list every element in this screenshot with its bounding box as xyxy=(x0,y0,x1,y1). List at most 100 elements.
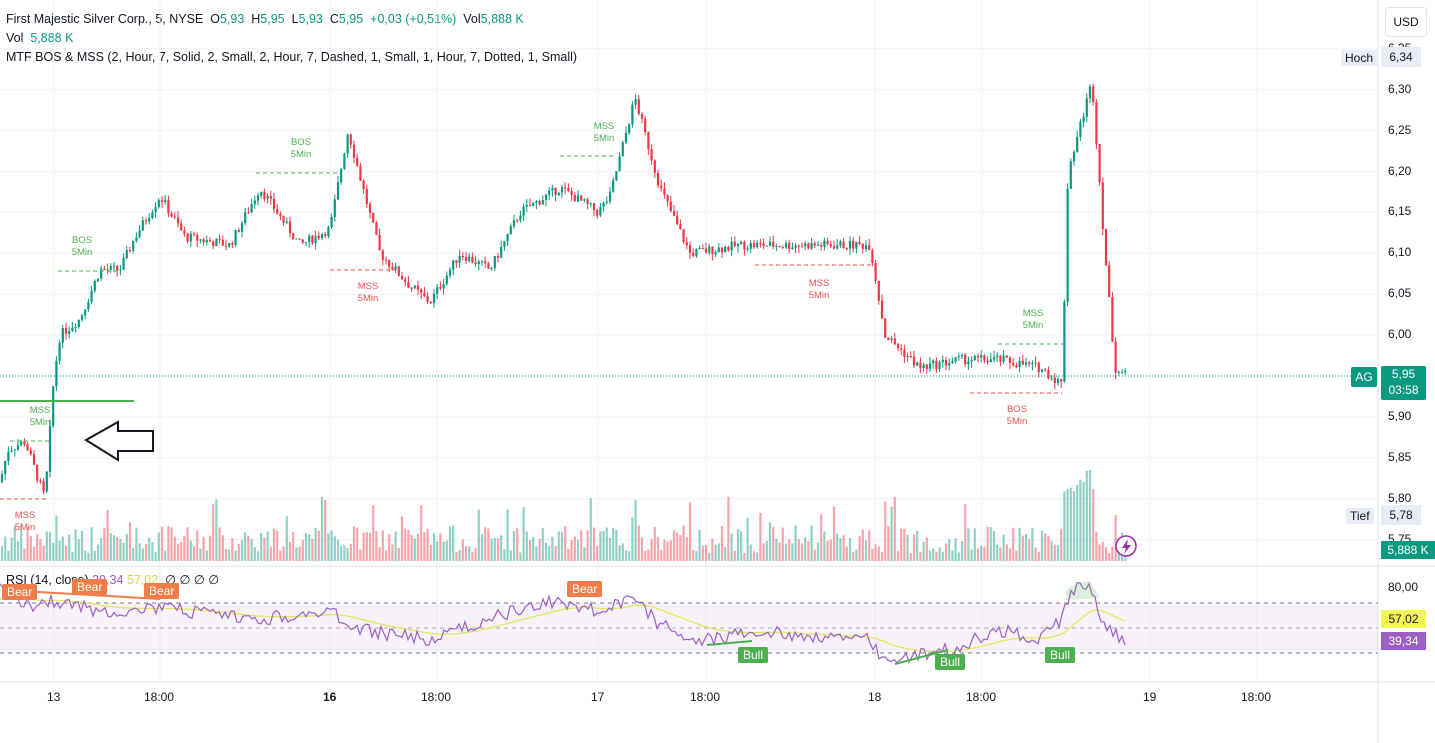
candle-body xyxy=(160,200,164,202)
rsi-legend[interactable]: RSI (14, close) 39,34 57,02 ∅ ∅ ∅ ∅ xyxy=(6,572,219,587)
candle-body xyxy=(749,243,752,249)
candle-body xyxy=(807,243,810,249)
volume-bar xyxy=(586,530,589,561)
mss-label-red-3: MSS 5Min xyxy=(14,510,36,533)
candle-body xyxy=(701,248,704,250)
volume-bar xyxy=(106,510,109,561)
candle-body xyxy=(583,199,586,201)
volume-bar xyxy=(327,533,330,561)
bos-label-2: BOS 5Min xyxy=(290,137,312,160)
volume-bar xyxy=(276,530,279,561)
legend-row-ohlc[interactable]: First Majestic Silver Corp., 5, NYSE O5,… xyxy=(6,10,577,29)
volume-bar xyxy=(768,522,772,561)
candle-body xyxy=(644,118,647,132)
candle-body xyxy=(576,195,580,202)
volume-bar xyxy=(1005,544,1008,561)
volume-bar xyxy=(570,539,573,561)
candle-body xyxy=(0,474,4,483)
lightning-icon[interactable] xyxy=(1115,535,1137,557)
volume-bar xyxy=(551,536,554,561)
candle-body xyxy=(720,247,724,253)
volume-bar xyxy=(183,535,186,561)
symbol-name[interactable]: First Majestic Silver Corp., 5, NYSE xyxy=(6,12,204,26)
candle-body xyxy=(477,261,480,265)
bear-tag-1: Bear xyxy=(2,584,38,600)
candle-body xyxy=(592,203,596,211)
candle-body xyxy=(7,451,10,462)
candle-body xyxy=(48,425,52,472)
volume-bar xyxy=(1072,491,1076,561)
candle-body xyxy=(922,364,925,369)
candle-body xyxy=(397,266,400,276)
volume-bar xyxy=(314,527,317,561)
volume-bar xyxy=(26,527,29,561)
candle-body xyxy=(116,265,119,271)
left-arrow-drawing[interactable] xyxy=(84,420,154,462)
legend-row-volume[interactable]: Vol 5,888 K xyxy=(6,29,577,48)
candle-body xyxy=(509,226,512,235)
volume-bar xyxy=(1031,527,1034,561)
candle-body xyxy=(244,212,247,224)
volume-bar xyxy=(1076,484,1079,561)
volume-bar xyxy=(525,531,528,561)
candle-body xyxy=(164,200,167,202)
volume-bar xyxy=(960,541,964,561)
volume-bar xyxy=(848,537,852,561)
price-tick: 5,85 xyxy=(1388,449,1412,464)
currency-button[interactable]: USD xyxy=(1385,7,1427,37)
price-tick: 5,90 xyxy=(1388,408,1412,423)
volume-bar xyxy=(842,534,845,561)
candle-body xyxy=(973,356,976,361)
candle-body xyxy=(484,261,487,264)
volume-bar xyxy=(877,546,880,561)
candle-body xyxy=(672,210,676,216)
legend-row-indicator[interactable]: MTF BOS & MSS (2, Hour, 7, Solid, 2, Sma… xyxy=(6,48,577,67)
volume-bar xyxy=(868,530,871,561)
volume-bar xyxy=(493,537,496,561)
volume-bar xyxy=(1018,527,1021,561)
volume-bar xyxy=(820,513,823,561)
volume-bar xyxy=(858,535,861,561)
candle-body xyxy=(138,230,141,238)
candle-body xyxy=(170,213,173,217)
candle-body xyxy=(407,282,410,288)
candle-body xyxy=(832,246,836,249)
volume-bar xyxy=(512,530,516,561)
volume-bar xyxy=(688,502,692,561)
candle-body xyxy=(567,188,570,191)
volume-bar xyxy=(896,551,900,561)
candle-body xyxy=(490,268,493,270)
candle-body xyxy=(282,216,285,223)
volume-bar xyxy=(500,535,503,561)
volume-bar xyxy=(189,540,192,561)
candle-body xyxy=(612,180,615,192)
rsi-value-tag: 39,34 xyxy=(1381,632,1426,650)
volume-bar xyxy=(13,525,16,561)
candle-body xyxy=(842,241,845,249)
candle-body xyxy=(423,292,426,297)
candle-body xyxy=(1117,372,1120,374)
candle-body xyxy=(1008,357,1012,363)
candle-body xyxy=(80,315,84,320)
volume-bar xyxy=(359,549,362,561)
volume-bar xyxy=(650,539,653,561)
candle-body xyxy=(381,250,384,260)
volume-bar xyxy=(951,550,954,561)
candle-body xyxy=(621,142,624,157)
volume-bar xyxy=(528,540,532,561)
candle-body xyxy=(1098,144,1101,183)
candle-body xyxy=(692,252,695,256)
candle-body xyxy=(429,301,432,304)
volume-bar xyxy=(295,547,298,561)
volume-bar xyxy=(976,548,980,561)
candle-body xyxy=(823,240,826,247)
volume-bar xyxy=(93,550,96,561)
candle-body xyxy=(1050,377,1053,379)
volume-bar xyxy=(1024,533,1028,561)
volume-bar xyxy=(413,538,416,561)
volume-bar xyxy=(1111,546,1114,561)
rsi-title: RSI (14, close) xyxy=(6,573,89,587)
volume-bar xyxy=(644,550,647,561)
candle-body xyxy=(736,243,740,247)
